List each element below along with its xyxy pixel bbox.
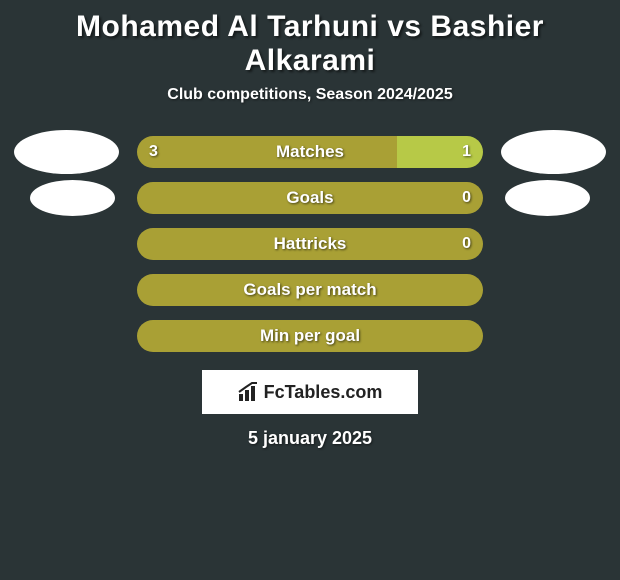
stat-bar: Matches31 [137, 136, 483, 168]
stat-bar-left [137, 136, 397, 168]
date-text: 5 january 2025 [0, 428, 620, 449]
barchart-icon [238, 382, 260, 402]
stat-row: Matches31 [0, 136, 620, 168]
logo-text: FcTables.com [264, 382, 383, 403]
stat-bar-left [137, 320, 483, 352]
stat-row: Hattricks0 [0, 228, 620, 260]
stat-bar-fill [137, 274, 483, 306]
stat-bar-right [397, 136, 484, 168]
stat-bar-left [137, 274, 483, 306]
stat-bar-left [137, 182, 483, 214]
comparison-card: Mohamed Al Tarhuni vs Bashier Alkarami C… [0, 0, 620, 449]
subtitle: Club competitions, Season 2024/2025 [0, 86, 620, 104]
stat-bar: Goals0 [137, 182, 483, 214]
page-title: Mohamed Al Tarhuni vs Bashier Alkarami [0, 8, 620, 86]
player-avatar-right [505, 180, 590, 216]
stat-bar: Goals per match [137, 274, 483, 306]
player-avatar-right [501, 130, 606, 174]
stat-bar-fill [137, 136, 483, 168]
player-avatar-left [30, 180, 115, 216]
player-avatar-left [14, 130, 119, 174]
stat-row: Min per goal [0, 320, 620, 352]
stat-bar-fill [137, 182, 483, 214]
stat-row: Goals per match [0, 274, 620, 306]
stat-bar-fill [137, 320, 483, 352]
stat-bar-left [137, 228, 483, 260]
logo-box: FcTables.com [202, 370, 418, 414]
stats-list: Matches31 Goals0 Hattricks0 Goals per match… [0, 136, 620, 352]
stat-bar: Min per goal [137, 320, 483, 352]
stat-bar-fill [137, 228, 483, 260]
stat-bar: Hattricks0 [137, 228, 483, 260]
stat-row: Goals0 [0, 182, 620, 214]
